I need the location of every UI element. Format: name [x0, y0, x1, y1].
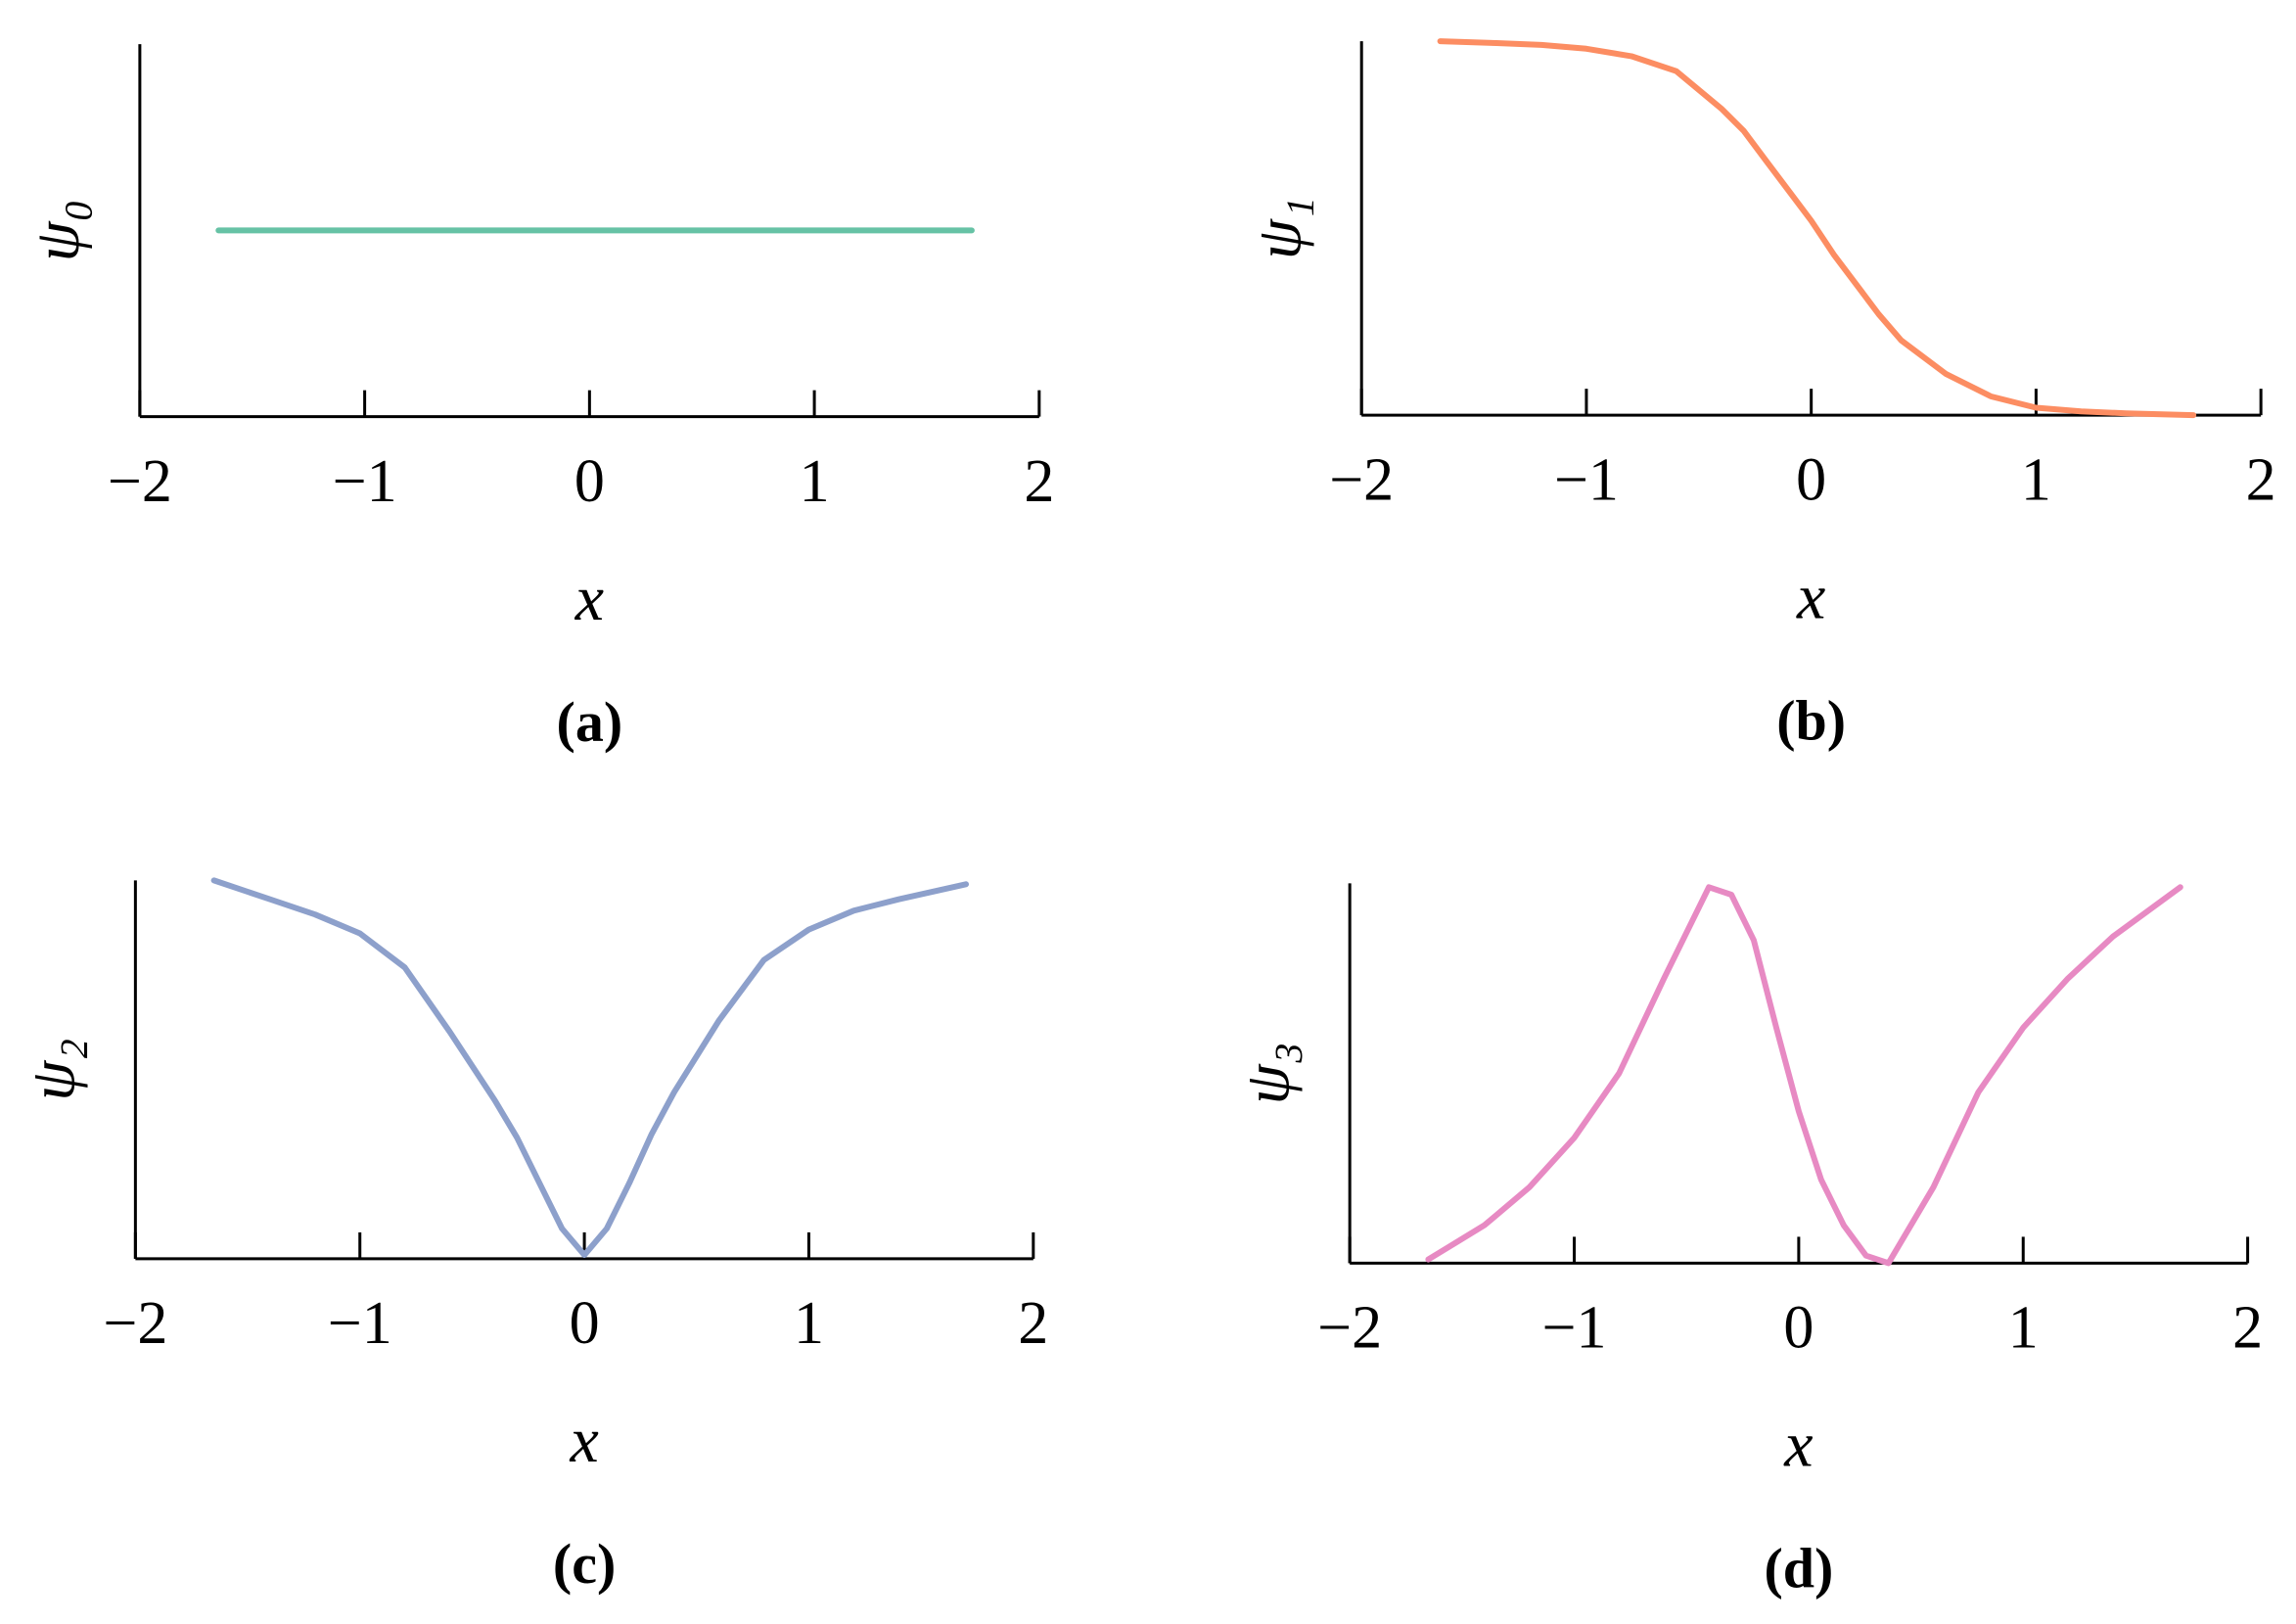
caption: (d)	[1764, 1537, 1833, 1601]
x-tick-label: 0	[570, 1290, 600, 1357]
x-tick-label: 1	[800, 448, 830, 515]
caption: (c)	[553, 1532, 616, 1596]
caption: (b)	[1776, 688, 1846, 752]
x-axis-label: x	[1783, 1410, 1813, 1481]
y-axis-label: ψ₂	[18, 1039, 89, 1101]
x-axis-label: x	[569, 1405, 598, 1476]
caption: (a)	[557, 690, 623, 754]
x-axis-label: x	[574, 563, 604, 634]
x-tick-label: 1	[2021, 446, 2051, 513]
data-line	[1425, 884, 2183, 1267]
y-axis-label: ψ₀	[22, 199, 93, 261]
y-axis-label: ψ₁	[1243, 197, 1314, 259]
x-tick-label: −1	[1554, 446, 1619, 513]
x-tick-label: 2	[1024, 448, 1054, 515]
x-tick-label: −1	[328, 1290, 392, 1357]
x-axis-label: x	[1796, 561, 1825, 632]
x-tick-label: −1	[333, 448, 397, 515]
x-tick-label: 2	[2232, 1295, 2263, 1362]
x-tick-label: 2	[2246, 446, 2276, 513]
x-tick-label: 0	[1796, 446, 1826, 513]
x-tick-label: −2	[103, 1290, 167, 1357]
x-tick-label: −2	[1329, 446, 1394, 513]
data-line	[1437, 38, 2197, 419]
x-tick-label: 0	[1783, 1295, 1814, 1362]
x-tick-label: 0	[574, 448, 605, 515]
x-tick-label: 1	[2008, 1295, 2039, 1362]
x-tick-label: −2	[1317, 1295, 1382, 1362]
data-line	[210, 877, 969, 1259]
y-axis-label: ψ₃	[1231, 1042, 1303, 1104]
x-tick-label: −1	[1542, 1295, 1607, 1362]
x-tick-label: 1	[794, 1290, 824, 1357]
x-tick-label: 2	[1018, 1290, 1048, 1357]
x-tick-label: −2	[108, 448, 172, 515]
